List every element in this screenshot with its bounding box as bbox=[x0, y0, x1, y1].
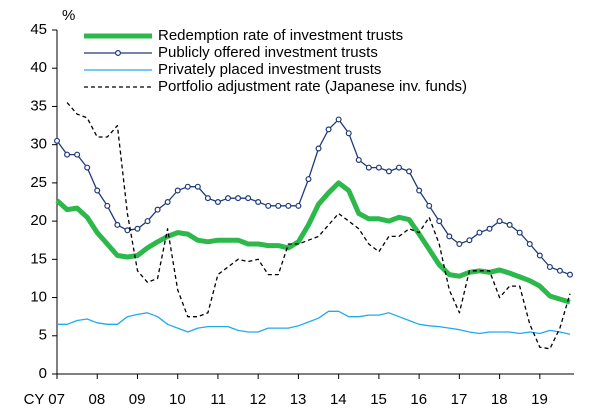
legend-label: Privately placed investment trusts bbox=[158, 61, 381, 78]
point bbox=[496, 218, 503, 225]
point bbox=[53, 137, 60, 144]
y-tick-label: 25 bbox=[30, 174, 47, 191]
series-line bbox=[57, 310, 571, 335]
x-tick-label: 17 bbox=[451, 391, 468, 408]
point bbox=[154, 206, 161, 213]
point bbox=[174, 187, 181, 194]
point bbox=[255, 199, 262, 206]
x-tick-label: 19 bbox=[531, 391, 548, 408]
point bbox=[375, 164, 382, 171]
x-tick-label: 14 bbox=[330, 391, 347, 408]
point bbox=[345, 130, 352, 137]
x-tick-label: 13 bbox=[290, 391, 307, 408]
point bbox=[516, 229, 523, 236]
legend-label: Publicly offered investment trusts bbox=[158, 44, 378, 61]
point bbox=[365, 164, 372, 171]
point bbox=[214, 199, 221, 206]
point bbox=[94, 187, 101, 194]
x-tick-label: 09 bbox=[129, 391, 146, 408]
point bbox=[556, 267, 563, 274]
point bbox=[114, 221, 121, 228]
y-tick-label: 10 bbox=[30, 289, 47, 306]
legend-label: Portfolio adjustment rate (Japanese inv.… bbox=[158, 78, 467, 95]
y-tick-label: 40 bbox=[30, 59, 47, 76]
point bbox=[546, 263, 553, 270]
point bbox=[84, 164, 91, 171]
point bbox=[134, 225, 141, 232]
y-tick-label: 35 bbox=[30, 97, 47, 114]
x-tick-label: CY 07 bbox=[24, 391, 65, 408]
point bbox=[506, 221, 513, 228]
point bbox=[184, 183, 191, 190]
point bbox=[285, 202, 292, 209]
point bbox=[144, 218, 151, 225]
point bbox=[456, 241, 463, 248]
point bbox=[486, 225, 493, 232]
series-line bbox=[56, 118, 571, 276]
point bbox=[235, 195, 242, 202]
series-line bbox=[55, 180, 571, 305]
y-tick-label: 15 bbox=[30, 250, 47, 267]
y-tick-label: 20 bbox=[30, 212, 47, 229]
x-tick-label: 12 bbox=[249, 391, 266, 408]
point bbox=[476, 229, 483, 236]
x-tick-label: 15 bbox=[370, 391, 387, 408]
point bbox=[335, 116, 342, 123]
point bbox=[104, 202, 111, 209]
point bbox=[194, 183, 201, 190]
series-line bbox=[66, 102, 571, 350]
point bbox=[325, 126, 332, 133]
point bbox=[305, 176, 312, 183]
point bbox=[385, 168, 392, 175]
y-tick-label: 30 bbox=[30, 136, 47, 153]
point bbox=[426, 202, 433, 209]
x-tick-label: 10 bbox=[169, 391, 186, 408]
point bbox=[204, 195, 211, 202]
point bbox=[355, 156, 362, 163]
point bbox=[74, 151, 81, 158]
point bbox=[245, 195, 252, 202]
point bbox=[315, 145, 322, 152]
y-tick-label: 5 bbox=[39, 327, 47, 344]
x-tick-label: 11 bbox=[210, 391, 226, 408]
point bbox=[225, 195, 232, 202]
point bbox=[436, 218, 443, 225]
y-tick-label: 0 bbox=[39, 365, 47, 382]
y-unit: % bbox=[62, 7, 75, 24]
point bbox=[446, 233, 453, 240]
x-tick-label: 08 bbox=[89, 391, 106, 408]
point bbox=[526, 241, 533, 248]
point bbox=[406, 168, 413, 175]
legend-marker bbox=[114, 49, 121, 56]
point bbox=[124, 227, 131, 234]
point bbox=[265, 202, 272, 209]
point bbox=[536, 252, 543, 259]
point bbox=[275, 202, 282, 209]
legend-box bbox=[80, 26, 580, 96]
legend-label: Redemption rate of investment trusts bbox=[158, 27, 403, 44]
point bbox=[295, 202, 302, 209]
point bbox=[416, 187, 423, 194]
point bbox=[566, 271, 573, 278]
point bbox=[64, 151, 71, 158]
y-tick-label: 45 bbox=[30, 21, 47, 38]
point bbox=[164, 199, 171, 206]
point bbox=[396, 164, 403, 171]
x-tick-label: 16 bbox=[410, 391, 427, 408]
x-tick-label: 18 bbox=[491, 391, 508, 408]
point bbox=[466, 237, 473, 244]
